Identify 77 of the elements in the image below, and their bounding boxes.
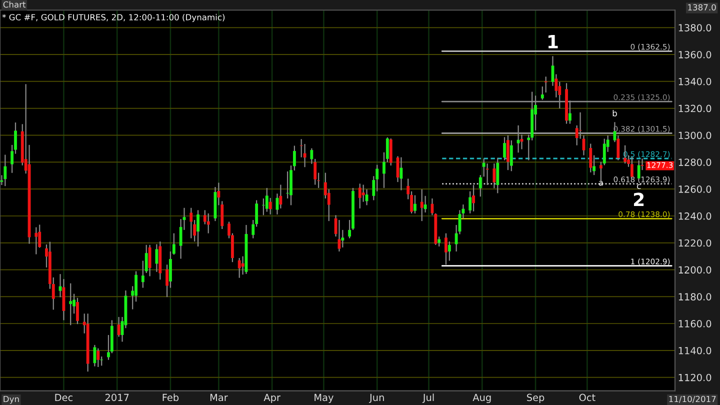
annotation: 1 (548, 35, 558, 48)
candlestick (241, 256, 244, 276)
y-tick-label: 1380.0 (678, 24, 712, 32)
y-tick-label: 1300.0 (678, 132, 712, 140)
candlestick (599, 161, 602, 186)
text: 11/10/2017 (669, 396, 716, 403)
candlestick (69, 282, 72, 326)
y-tick-label: 1360.0 (678, 50, 712, 58)
candlestick (265, 187, 268, 212)
y-tick-label: 1280.0 (678, 158, 712, 166)
y-tick-label: 1320.0 (678, 104, 712, 112)
candlestick (196, 210, 200, 248)
candlestick (414, 194, 416, 214)
candlestick (506, 134, 510, 171)
x-tick-label: Mar (210, 394, 228, 402)
candlestick (589, 143, 592, 173)
candlestick (286, 170, 290, 200)
candlestick (62, 278, 66, 321)
candlestick (206, 212, 210, 234)
candlestick (155, 244, 158, 272)
y-tick-label: 1340.0 (678, 78, 712, 86)
candlestick (389, 138, 392, 166)
candlestick (310, 148, 314, 164)
y-tick-label: 1160.0 (678, 320, 712, 328)
candlestick (492, 162, 496, 189)
annotation: 2 (634, 192, 644, 206)
candlestick (93, 344, 96, 367)
candlestick (362, 184, 365, 202)
candlestick (486, 162, 489, 186)
candlestick (448, 240, 451, 262)
annotation: b (612, 110, 617, 116)
y-tick-label: 1260.0 (678, 186, 712, 193)
y-tick-label: 1220.0 (678, 239, 712, 247)
x-tick-label: May (314, 394, 334, 404)
text: Chart (3, 1, 26, 8)
y-tick-label: 1120.0 (678, 374, 712, 382)
candlestick (238, 257, 241, 278)
candlestick (4, 154, 7, 187)
x-tick-label: Feb (162, 394, 179, 402)
y-tick-label: 1200.0 (678, 266, 712, 274)
x-tick-label: Dec (55, 394, 73, 402)
candlestick (578, 112, 582, 140)
candlestick (444, 232, 448, 266)
candlestick (358, 183, 362, 209)
candlestick (76, 297, 79, 325)
x-tick-label: 2017 (105, 394, 129, 402)
x-tick-label: Apr (264, 394, 280, 404)
y-tick-label: 1140.0 (678, 346, 712, 354)
candlestick (262, 198, 265, 216)
chart-title: * GC #F, GOLD FUTURES, 2D, 12:00-11:00 (Dynamic) (2, 14, 225, 22)
y-tick-label: 1180.0 (678, 293, 712, 300)
candlestick (503, 136, 506, 161)
candlestick (438, 236, 441, 248)
annotation: c (637, 184, 641, 190)
x-tick-label: Aug (472, 394, 491, 404)
candlestick (117, 316, 120, 338)
candlestick (420, 188, 424, 222)
x-tick-label: Oct (579, 394, 596, 402)
candlestick (640, 158, 644, 171)
candlestick (472, 184, 475, 212)
text: 1387.0 (688, 4, 716, 10)
candlestick (148, 244, 152, 277)
candlestick (496, 157, 500, 194)
y-tick-label: 1240.0 (678, 212, 712, 220)
candlestick (96, 348, 100, 368)
candlestick (100, 356, 104, 366)
text: Dyn (4, 396, 19, 404)
x-tick-label: Jul (422, 394, 434, 403)
candlestick (516, 124, 520, 154)
candlestick (34, 226, 38, 255)
candlestick (190, 207, 193, 239)
x-tick-label: Sep (527, 394, 544, 404)
candlestick (400, 156, 403, 191)
candlestick (478, 174, 482, 198)
x-tick-label: Jun (369, 394, 384, 403)
candlestick (510, 140, 513, 172)
candlestick (268, 197, 272, 216)
